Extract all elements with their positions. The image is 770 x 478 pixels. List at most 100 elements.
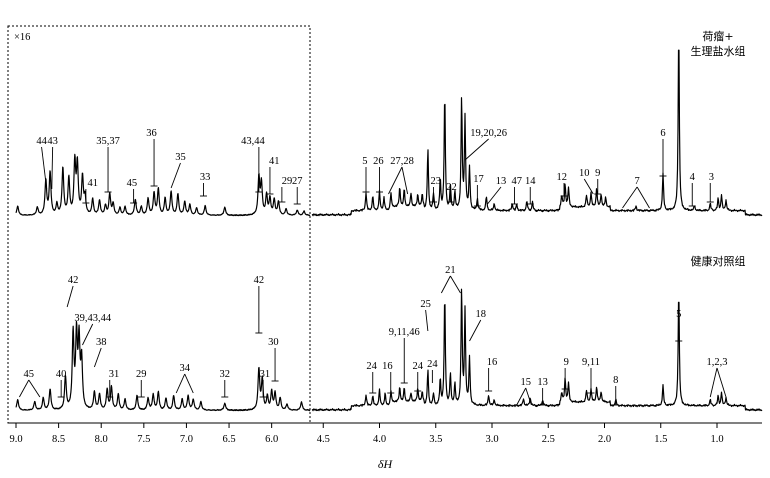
- peak-label: 29: [136, 369, 147, 380]
- series-name-label: 健康对照组: [691, 254, 746, 268]
- tumor-saline-aliphatic-trace: [311, 49, 763, 217]
- peak-label: 24: [413, 361, 424, 372]
- x-tick-label: 4.5: [317, 434, 330, 445]
- peak-label: 41: [269, 156, 280, 167]
- healthy-control-aromatic-trace: [15, 320, 311, 412]
- peak-label: 14: [525, 176, 536, 187]
- peak-label: 32: [220, 369, 231, 380]
- peak-label: 31: [260, 369, 271, 380]
- peak-label: 24: [366, 361, 377, 372]
- peak-label: 23: [431, 176, 442, 187]
- peak-label: 9,11,46: [389, 327, 420, 338]
- peak-label: 43,44: [241, 136, 265, 147]
- x-tick-label: 2.5: [542, 434, 555, 445]
- inset-scale-label: ×16: [14, 32, 30, 43]
- tick-layer: 9.0 8.5 8.0 7.5 7.0 6.5 6.0 4.5 4.0 3.5 3.0 2.5 2.0 1…: [9, 423, 724, 445]
- x-tick-label: 7.5: [137, 434, 150, 445]
- peak-label: 39,43,44: [74, 313, 112, 324]
- peak-label: 29: [282, 176, 293, 187]
- peak-label: 27: [292, 176, 303, 187]
- peak-label: 42: [254, 275, 265, 286]
- peak-label: 19,20,26: [470, 128, 507, 139]
- peak-label: 41: [87, 178, 98, 189]
- peak-label: 45: [24, 369, 35, 380]
- peak-label: 30: [268, 337, 279, 348]
- peak-label-leader: [636, 186, 650, 209]
- peak-label: 47: [512, 176, 523, 187]
- peak-label: 12: [557, 172, 568, 183]
- peak-label-leader: [525, 387, 532, 406]
- peak-label: 22: [446, 182, 457, 193]
- peak-label-leader: [66, 285, 74, 308]
- peak-label: 44: [36, 136, 47, 147]
- peak-label: 6: [660, 128, 665, 139]
- peak-label: 40: [56, 369, 67, 380]
- x-tick-label: 8.5: [52, 434, 65, 445]
- peak-label-leader: [583, 178, 594, 195]
- peak-label: 7: [635, 176, 640, 187]
- peak-label: 9: [595, 168, 600, 179]
- peak-label: 13: [537, 377, 548, 388]
- peak-label: 43: [47, 136, 58, 147]
- peak-label: 26: [373, 156, 384, 167]
- peak-label: 10: [579, 168, 590, 179]
- x-tick-label: 3.0: [485, 434, 498, 445]
- series-name-label: 生理盐水组: [691, 44, 746, 58]
- peak-label-leader: [175, 373, 186, 394]
- x-tick-label: 9.0: [9, 434, 22, 445]
- peak-label-leader: [170, 162, 181, 189]
- x-tick-label: 1.5: [654, 434, 667, 445]
- peak-label-leader: [464, 138, 489, 161]
- x-tick-label: 6.0: [265, 434, 278, 445]
- peak-label: 16: [382, 361, 393, 372]
- x-tick-label: 4.0: [373, 434, 386, 445]
- peak-label-leader: [469, 319, 482, 342]
- peak-label: 38: [96, 337, 107, 348]
- peak-label-leader: [516, 387, 527, 406]
- peak-label-leader: [51, 146, 54, 190]
- peak-label: 3: [709, 172, 714, 183]
- peak-label: 27,28: [390, 156, 414, 167]
- peak-label: 36: [146, 128, 157, 139]
- peak-label: 9,11: [582, 357, 600, 368]
- healthy-control-aliphatic-trace: [311, 288, 763, 412]
- peak-label-leader: [28, 379, 41, 398]
- peak-label-leader: [184, 373, 194, 394]
- peak-label: 9: [564, 357, 569, 368]
- peak-label: 17: [473, 174, 484, 185]
- series-name-label: 荷瘤+: [702, 29, 733, 43]
- peak-label-leader: [487, 186, 502, 205]
- x-tick-label: 1.0: [710, 434, 723, 445]
- peak-label: 5: [676, 309, 681, 320]
- x-tick-label: 3.5: [429, 434, 442, 445]
- peak-label: 31: [109, 369, 120, 380]
- annotation-layer: 44 43 35,37 36 35 43,44 41 45 3 34 12 9 27 42 39,43,44…: [19, 128, 728, 406]
- peak-label-leader: [622, 186, 638, 209]
- x-tick-label: 7.0: [180, 434, 193, 445]
- peak-label: 34: [179, 363, 190, 374]
- peak-label: 24: [427, 359, 438, 370]
- peak-label-leader: [388, 166, 403, 195]
- peak-label: 42: [68, 275, 79, 286]
- peak-label: 16: [487, 357, 498, 368]
- x-tick-label: 6.5: [222, 434, 235, 445]
- peak-label: 35,37: [96, 136, 120, 147]
- peak-label: 5: [362, 156, 367, 167]
- peak-label-leader: [93, 347, 102, 368]
- x-axis-title: δH: [378, 457, 394, 471]
- peak-label-leader: [449, 275, 461, 294]
- peak-label: 45: [127, 178, 138, 189]
- peak-label: 8: [613, 375, 618, 386]
- peak-label: 13: [496, 176, 507, 187]
- peak-label-leader: [401, 166, 409, 195]
- peak-label-leader: [716, 367, 727, 398]
- peak-label-leader: [440, 275, 451, 294]
- tumor-saline-aromatic-trace: [15, 153, 311, 217]
- peak-label: 35: [175, 152, 186, 163]
- peak-label-leader: [41, 146, 48, 190]
- peak-label: 18: [476, 309, 487, 320]
- x-tick-label: 8.0: [95, 434, 108, 445]
- peak-label-leader: [709, 367, 718, 398]
